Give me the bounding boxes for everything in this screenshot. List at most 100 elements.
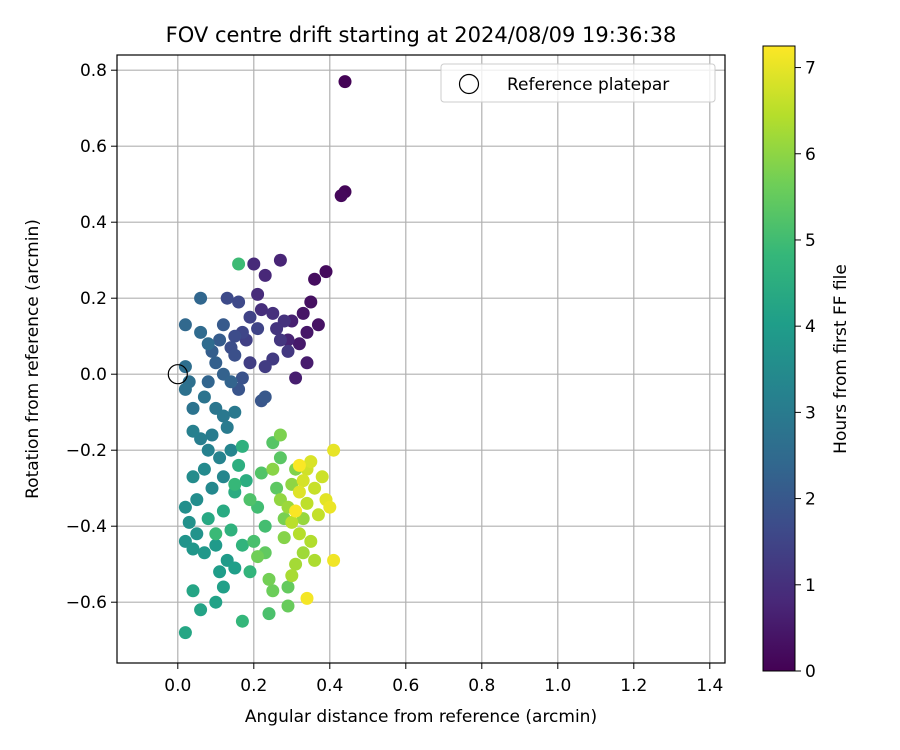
data-point <box>296 546 310 560</box>
data-point <box>232 295 246 309</box>
data-point <box>235 614 249 628</box>
data-point <box>209 595 223 609</box>
data-point <box>235 371 249 385</box>
data-point <box>270 481 284 495</box>
data-point <box>258 268 272 282</box>
data-point <box>201 443 215 457</box>
data-point <box>213 451 227 465</box>
data-point <box>315 470 329 484</box>
data-point <box>190 527 204 541</box>
x-tick-label: 1.2 <box>620 676 647 696</box>
data-point <box>266 584 280 598</box>
data-point <box>216 470 230 484</box>
data-point <box>300 356 314 370</box>
data-point <box>224 375 238 389</box>
legend-label: Reference platepar <box>507 75 669 95</box>
data-point <box>273 451 287 465</box>
data-point <box>273 428 287 442</box>
data-point <box>304 534 318 548</box>
y-tick-label: 0.6 <box>80 137 107 157</box>
data-point <box>243 310 257 324</box>
data-point <box>323 500 337 514</box>
data-point <box>311 508 325 522</box>
colorbar-tick-label: 4 <box>805 317 816 337</box>
data-point <box>281 599 295 613</box>
data-point <box>300 591 314 605</box>
data-point <box>273 253 287 267</box>
grid <box>117 55 725 663</box>
colorbar-tick-label: 2 <box>805 490 816 510</box>
data-point <box>213 333 227 347</box>
data-point <box>338 75 352 89</box>
colorbar-tick-label: 7 <box>805 59 816 79</box>
data-point <box>228 477 242 491</box>
data-point <box>243 565 257 579</box>
data-point <box>209 538 223 552</box>
colorbar-ticks: 0 1 2 3 4 5 6 7 <box>795 59 816 682</box>
x-axis-ticks: 0.0 0.2 0.4 0.6 0.8 1.0 1.2 1.4 <box>164 663 723 696</box>
y-tick-label: −0.4 <box>66 517 107 537</box>
colorbar-tick-label: 1 <box>805 576 816 596</box>
data-point <box>190 493 204 507</box>
data-point <box>228 561 242 575</box>
data-point <box>228 348 242 362</box>
y-axis-label: Rotation from reference (arcmin) <box>23 219 43 499</box>
data-point <box>201 375 215 389</box>
data-point <box>178 360 192 374</box>
data-point <box>296 474 310 488</box>
data-point <box>235 439 249 453</box>
data-point <box>182 515 196 529</box>
data-point <box>194 603 208 617</box>
x-tick-label: 0.6 <box>392 676 419 696</box>
data-point <box>304 295 318 309</box>
data-point <box>178 382 192 396</box>
data-point <box>292 527 306 541</box>
data-point <box>327 443 341 457</box>
data-point <box>308 481 322 495</box>
data-point <box>232 257 246 271</box>
data-point <box>251 287 265 301</box>
data-point <box>327 553 341 567</box>
data-point <box>216 318 230 332</box>
data-point <box>216 409 230 423</box>
data-point <box>285 569 299 583</box>
data-point <box>194 291 208 305</box>
data-point <box>224 443 238 457</box>
x-tick-label: 1.4 <box>696 676 723 696</box>
data-point <box>251 322 265 336</box>
data-point <box>304 455 318 469</box>
data-point <box>292 458 306 472</box>
data-point <box>186 542 200 556</box>
colorbar-tick-label: 5 <box>805 231 816 251</box>
data-point <box>308 272 322 286</box>
data-point <box>201 512 215 526</box>
data-point <box>277 531 291 545</box>
y-tick-label: 0.2 <box>80 289 107 309</box>
data-point <box>194 325 208 339</box>
y-tick-label: 0.4 <box>80 213 107 233</box>
data-point <box>213 565 227 579</box>
data-point <box>273 333 287 347</box>
data-points <box>167 75 352 640</box>
plot-frame <box>116 54 726 664</box>
colorbar-tick-label: 6 <box>805 145 816 165</box>
y-tick-label: −0.6 <box>66 593 107 613</box>
data-point <box>251 550 265 564</box>
data-point <box>266 306 280 320</box>
data-point <box>319 265 333 279</box>
data-point <box>197 546 211 560</box>
data-point <box>186 424 200 438</box>
data-point <box>205 428 219 442</box>
data-point <box>300 496 314 510</box>
data-point <box>262 607 276 621</box>
y-tick-label: 0.0 <box>80 365 107 385</box>
data-point <box>281 344 295 358</box>
data-point <box>209 356 223 370</box>
colorbar-tick-label: 3 <box>805 403 816 423</box>
x-tick-label: 1.0 <box>544 676 571 696</box>
x-tick-label: 0.2 <box>240 676 267 696</box>
data-point <box>228 329 242 343</box>
data-point <box>296 306 310 320</box>
data-point <box>186 401 200 415</box>
